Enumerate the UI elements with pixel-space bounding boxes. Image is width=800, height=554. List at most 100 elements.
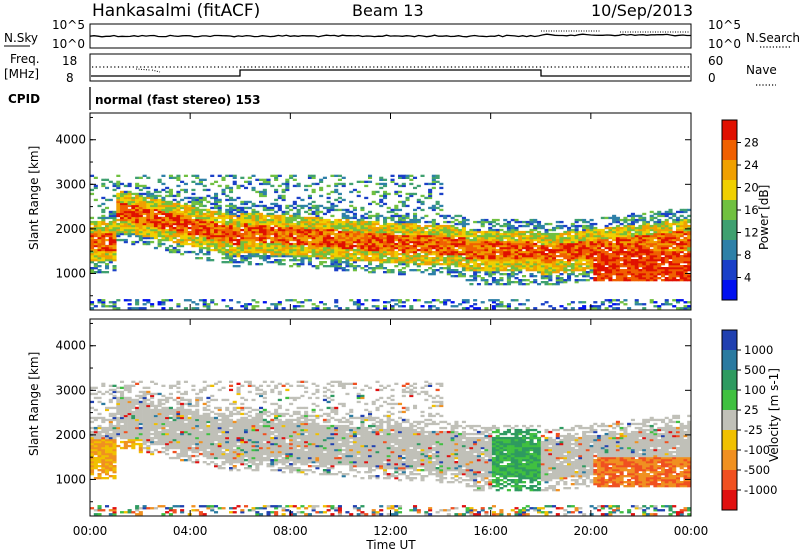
velocity-cell (116, 418, 121, 422)
power-cell (480, 301, 485, 304)
power-cell (683, 253, 688, 256)
power-cell (465, 230, 470, 234)
power-cell (413, 261, 418, 264)
power-cell (623, 273, 628, 276)
power-cell (138, 228, 143, 232)
power-cell (349, 240, 354, 244)
power-cell (198, 214, 203, 218)
power-cell (191, 208, 196, 212)
power-cell (428, 273, 433, 276)
power-cell (368, 210, 373, 214)
power-cell (589, 230, 594, 234)
power-cell (683, 232, 688, 236)
power-cell (93, 271, 98, 274)
power-cell (217, 212, 222, 216)
power-cell (458, 214, 463, 218)
power-cell (657, 250, 662, 254)
power-cell (552, 246, 557, 250)
power-cell (424, 250, 429, 254)
power-cell (634, 226, 639, 230)
power-cell (567, 244, 572, 248)
power-cell (105, 305, 110, 308)
power-cell (619, 240, 624, 244)
power-cell (281, 224, 286, 228)
power-cell (352, 208, 357, 212)
power-cell (292, 246, 297, 250)
power-cell (480, 230, 485, 234)
power-cell (506, 220, 511, 224)
power-cell (446, 271, 451, 274)
power-cell (337, 257, 342, 260)
power-cell (642, 303, 647, 306)
power-cell (292, 184, 297, 188)
power-cell (277, 206, 282, 210)
power-cell (360, 244, 365, 248)
power-cell (379, 253, 384, 256)
power-cell (277, 240, 282, 244)
power-cell (435, 200, 440, 204)
power-cell (582, 275, 587, 278)
power-cell (138, 230, 143, 234)
power-cell (161, 212, 166, 216)
velocity-cell (93, 416, 98, 420)
power-cell (424, 232, 429, 236)
power-cell (687, 267, 692, 270)
power-cell (578, 236, 583, 240)
power-cell (608, 232, 613, 236)
power-cell (499, 244, 504, 248)
power-cell (424, 246, 429, 250)
power-cell (612, 257, 617, 260)
power-cell (183, 218, 188, 222)
power-cell (334, 174, 339, 178)
power-cell (135, 196, 140, 200)
velocity-cell (105, 390, 110, 394)
power-cell (469, 246, 474, 250)
power-cell (315, 238, 320, 242)
power-cell (214, 244, 219, 248)
power-cell (214, 196, 219, 200)
power-cell (446, 257, 451, 260)
velocity-cell (93, 440, 98, 444)
power-cell (277, 259, 282, 262)
power-cell (165, 232, 170, 236)
power-cell (289, 232, 294, 236)
power-cell (657, 242, 662, 246)
power-cell (582, 307, 587, 310)
power-cell (180, 206, 185, 210)
power-cell (491, 281, 496, 284)
power-cell (537, 255, 542, 258)
power-cell (454, 257, 459, 260)
power-cell (262, 255, 267, 258)
power-cell (394, 208, 399, 212)
power-cell (202, 220, 207, 224)
power-cell (664, 210, 669, 214)
power-cell (593, 222, 598, 226)
power-cell (120, 218, 125, 222)
power-cell (499, 261, 504, 264)
power-cell (499, 242, 504, 246)
power-cell (653, 277, 658, 280)
velocity-cell (93, 459, 98, 462)
power-cell (567, 228, 572, 232)
power-cell (326, 246, 331, 250)
power-cell (597, 232, 602, 236)
power-cell (458, 236, 463, 240)
power-cell (589, 253, 594, 256)
power-cell (251, 238, 256, 242)
power-cell (244, 220, 249, 224)
power-cell (180, 224, 185, 228)
power-cell (371, 214, 376, 218)
power-cell (225, 244, 230, 248)
power-cell (364, 216, 369, 220)
power-cell (236, 210, 241, 214)
power-cell (90, 216, 95, 220)
power-cell (578, 242, 583, 246)
power-cell (627, 214, 632, 218)
power-cell (416, 228, 421, 232)
power-cell (337, 238, 342, 242)
power-cell (360, 208, 365, 212)
power-cell (473, 232, 478, 236)
power-cell (676, 271, 681, 274)
power-cell (281, 214, 286, 218)
power-cell (153, 222, 158, 226)
